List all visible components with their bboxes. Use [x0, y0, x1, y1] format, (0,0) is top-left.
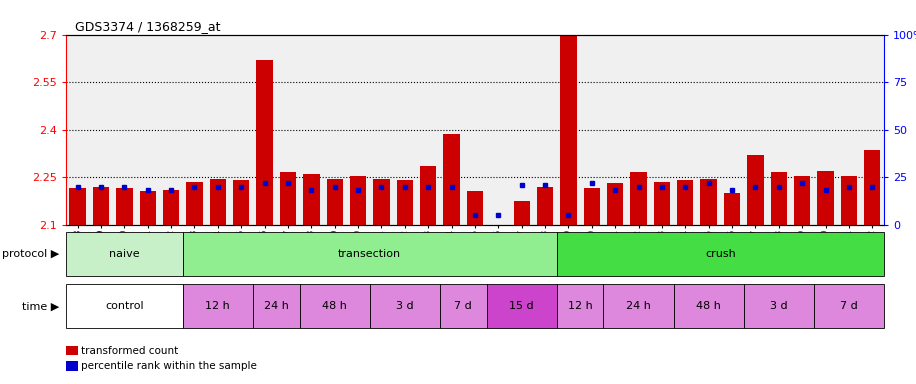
Bar: [279, 172, 296, 225]
Bar: [183, 232, 557, 276]
Text: 48 h: 48 h: [696, 301, 721, 311]
Bar: [864, 150, 880, 225]
Bar: [701, 179, 717, 225]
Bar: [440, 284, 486, 328]
Bar: [747, 155, 764, 225]
Bar: [744, 284, 813, 328]
Bar: [673, 284, 744, 328]
Text: transformed count: transformed count: [81, 346, 178, 356]
Bar: [604, 284, 673, 328]
Bar: [370, 284, 440, 328]
Bar: [186, 182, 202, 225]
Bar: [139, 191, 156, 225]
Bar: [374, 179, 389, 225]
Bar: [70, 188, 86, 225]
Bar: [557, 232, 884, 276]
Bar: [93, 187, 109, 225]
Text: 12 h: 12 h: [568, 301, 593, 311]
Bar: [813, 284, 884, 328]
Bar: [794, 175, 811, 225]
Bar: [66, 284, 183, 328]
Bar: [677, 180, 693, 225]
Bar: [561, 35, 576, 225]
Text: 48 h: 48 h: [322, 301, 347, 311]
Bar: [607, 184, 624, 225]
Bar: [233, 180, 249, 225]
Text: 7 d: 7 d: [840, 301, 857, 311]
Bar: [210, 179, 226, 225]
Bar: [253, 284, 300, 328]
Text: transection: transection: [338, 249, 401, 260]
Bar: [557, 284, 604, 328]
Bar: [724, 193, 740, 225]
Bar: [841, 175, 857, 225]
Bar: [326, 179, 343, 225]
Bar: [66, 232, 183, 276]
Text: 3 d: 3 d: [396, 301, 414, 311]
Text: control: control: [105, 301, 144, 311]
Text: protocol ▶: protocol ▶: [2, 249, 59, 260]
Text: 7 d: 7 d: [454, 301, 472, 311]
Bar: [467, 191, 483, 225]
Text: 3 d: 3 d: [770, 301, 788, 311]
Bar: [486, 284, 557, 328]
Bar: [770, 172, 787, 225]
Bar: [397, 180, 413, 225]
Bar: [116, 188, 133, 225]
Text: 15 d: 15 d: [509, 301, 534, 311]
Bar: [420, 166, 436, 225]
Bar: [817, 171, 834, 225]
Text: GDS3374 / 1368259_at: GDS3374 / 1368259_at: [75, 20, 221, 33]
Bar: [350, 175, 366, 225]
Bar: [630, 172, 647, 225]
Bar: [256, 60, 273, 225]
Text: time ▶: time ▶: [22, 301, 59, 311]
Bar: [537, 187, 553, 225]
Bar: [300, 284, 370, 328]
Bar: [443, 134, 460, 225]
Text: 24 h: 24 h: [264, 301, 289, 311]
Bar: [654, 182, 671, 225]
Text: 12 h: 12 h: [205, 301, 230, 311]
Text: naive: naive: [109, 249, 140, 260]
Bar: [163, 190, 180, 225]
Text: 24 h: 24 h: [627, 301, 651, 311]
Text: percentile rank within the sample: percentile rank within the sample: [81, 361, 256, 371]
Bar: [514, 201, 529, 225]
Bar: [183, 284, 253, 328]
Text: crush: crush: [705, 249, 736, 260]
Bar: [303, 174, 320, 225]
Bar: [583, 188, 600, 225]
